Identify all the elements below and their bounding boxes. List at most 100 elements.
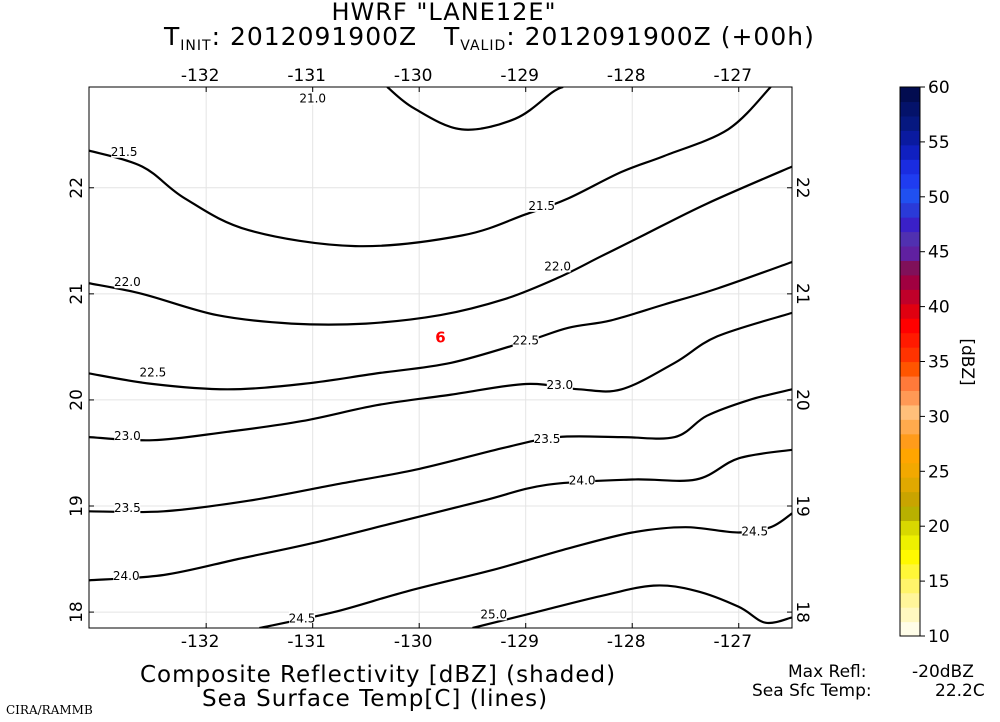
footer-lines-caption: Sea Surface Temp[C] (lines) (202, 686, 549, 712)
contour-label-bg (528, 198, 555, 212)
t-valid-subscript: VALID (460, 38, 507, 54)
colorbar-segment (900, 404, 920, 420)
colorbar-segment (900, 621, 920, 637)
colorbar-segment (900, 448, 920, 464)
contour-label: 23.0 (546, 378, 573, 392)
contour-label-bg (569, 473, 596, 487)
y-tick-label-left: 22 (67, 177, 87, 199)
colorbar-segment (900, 101, 920, 117)
x-tick-label-top: -131 (287, 66, 326, 86)
sst-value: 22.2C (935, 681, 985, 701)
colorbar-segment (900, 505, 920, 522)
contour-line-21-0 (386, 87, 564, 131)
contour-label-bg (111, 144, 138, 158)
colorbar-segment (900, 462, 920, 478)
colorbar-segment (900, 433, 920, 449)
contour-label-bg (139, 365, 166, 379)
colorbar-tick-label: 20 (928, 517, 950, 537)
contour-line-22-0 (89, 165, 792, 326)
x-tick-label-bottom: -127 (713, 632, 752, 652)
contour-label: 24.0 (569, 474, 596, 488)
colorbar-tick-label: 25 (928, 462, 950, 482)
contour-label-bg (113, 569, 140, 583)
contour-label-bg (299, 91, 326, 105)
colorbar-tick-label: 15 (928, 572, 950, 592)
x-tick-label-bottom: -128 (607, 632, 646, 652)
colorbar-segment (900, 520, 920, 536)
colorbar: 10 15 20 25 30 35 40 45 50 55 60 [dBZ] (899, 78, 977, 647)
contour-line-23-0 (89, 311, 792, 442)
colorbar-segment (900, 390, 920, 406)
contour-label: 21.5 (111, 145, 138, 159)
contour-label: 22.5 (140, 365, 167, 379)
contour-label: 23.5 (114, 501, 141, 515)
contour-layer (89, 87, 792, 628)
colorbar-tick-label: 60 (928, 78, 950, 98)
max-refl-label: Max Refl: (788, 662, 867, 682)
contour-line-25-0 (472, 584, 792, 628)
t-valid-prefix: T (443, 22, 461, 51)
credit-label: CIRA/RAMMB (6, 703, 93, 717)
t-init-subscript: INIT (180, 38, 212, 54)
contour-label: 23.0 (114, 429, 141, 443)
colorbar-segment (900, 303, 920, 319)
contour-label: 22.5 (512, 334, 539, 348)
x-tick-label-bottom: -129 (500, 632, 539, 652)
contour-label: 22.0 (114, 275, 141, 289)
colorbar-segment (900, 274, 920, 290)
sst-label: Sea Sfc Temp: (752, 681, 872, 701)
colorbar-segment (900, 578, 920, 594)
colorbar-segment (900, 289, 920, 305)
contour-label-bg (512, 333, 539, 347)
colorbar-segment (900, 592, 920, 608)
y-tick-label-right: 22 (792, 177, 812, 199)
colorbar-segment (900, 87, 920, 103)
contour-line-21-5 (89, 87, 772, 248)
t-valid-value: : 2012091900Z (+00h) (506, 22, 815, 51)
colorbar-segment (900, 115, 920, 131)
colorbar-segment (900, 419, 920, 435)
max-refl-value: -20dBZ (912, 662, 974, 682)
storm-marker: 6 (435, 328, 445, 346)
colorbar-tick-label: 40 (928, 298, 950, 318)
contour-line-24-0 (89, 448, 792, 582)
y-tick-label-right: 21 (792, 283, 812, 305)
contour-label-bg (114, 501, 141, 515)
contour-label-bg (289, 611, 316, 625)
axis-ticks: -132 -132 -131 -131 -130 -130 -129 -129 -128 -128… (67, 66, 812, 652)
colorbar-segment (900, 245, 920, 261)
colorbar-segment (900, 159, 920, 175)
colorbar-segment (900, 173, 920, 189)
t-init-prefix: T (164, 22, 181, 51)
chart-subtitle: TINIT: 2012091900Z TVALID: 2012091900Z (… (164, 22, 815, 54)
x-tick-label-bottom: -131 (287, 632, 326, 652)
x-tick-label-bottom: -132 (181, 632, 220, 652)
colorbar-tick-label: 50 (928, 188, 950, 208)
contour-label: 25.0 (480, 607, 507, 621)
contour-label-layer: 21.0 21.5 21.5 22.0 22.0 22.5 22.5 23.0 23.0 23.5… (111, 91, 768, 626)
colorbar-tick-label: 30 (928, 407, 950, 427)
colorbar-segment (900, 534, 920, 550)
colorbar-segment (900, 491, 920, 507)
contour-label: 24.5 (289, 612, 316, 626)
colorbar-tick-label: 10 (928, 627, 950, 647)
contour-line-23-5 (89, 388, 792, 514)
x-tick-label-top: -130 (394, 66, 433, 86)
contour-label: 21.0 (299, 92, 326, 106)
plot-area (89, 87, 792, 628)
footer-shaded-caption: Composite Reflectivity [dBZ] (shaded) (140, 662, 617, 688)
contour-label-bg (546, 378, 573, 392)
colorbar-segment (900, 130, 920, 146)
y-tick-label-left: 21 (67, 283, 87, 305)
colorbar-tick-label: 45 (928, 243, 950, 263)
colorbar-segment (900, 202, 920, 218)
colorbar-segment (900, 375, 920, 391)
colorbar-segment (900, 217, 920, 233)
contour-line-22-5 (89, 260, 792, 391)
colorbar-segment (900, 563, 920, 579)
t-init-value: : 2012091900Z (211, 22, 418, 51)
colorbar-segment (900, 231, 920, 247)
colorbar-segment (900, 188, 920, 204)
y-tick-label-left: 20 (67, 389, 87, 411)
